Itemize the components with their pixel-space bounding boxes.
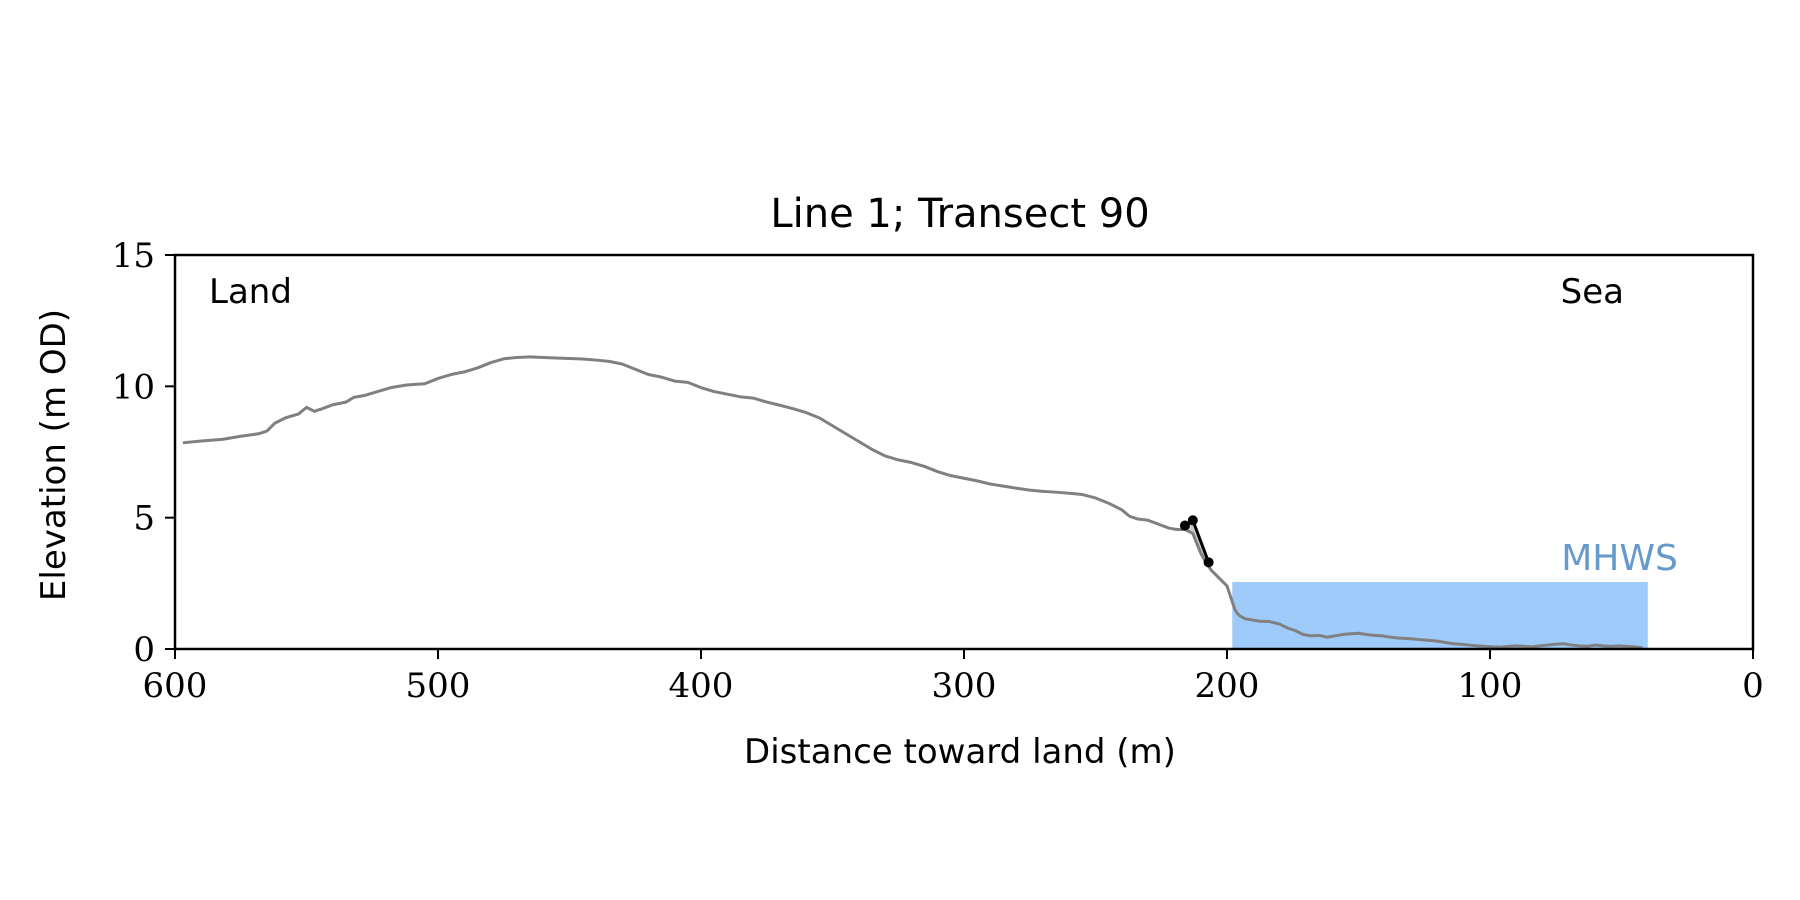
land-label: Land	[209, 272, 292, 312]
cliff-point	[1187, 515, 1198, 526]
y-tick-label: 15	[112, 236, 155, 276]
x-tick-label: 200	[1195, 666, 1260, 706]
y-axis-label: Elevation (m OD)	[34, 309, 74, 601]
cliff-point	[1179, 520, 1190, 531]
axes: 600 500 400 300 200 100 0 0 5 10 15	[112, 236, 1764, 706]
y-tick-label: 10	[112, 367, 155, 407]
x-tick-label: 400	[669, 666, 734, 706]
cliff-point	[1203, 557, 1214, 568]
x-tick-label: 500	[406, 666, 471, 706]
x-tick-label: 300	[932, 666, 997, 706]
plot-area	[182, 355, 1648, 650]
y-tick-label: 5	[133, 499, 155, 539]
sea-label: Sea	[1561, 272, 1624, 312]
mhws-band	[1232, 582, 1648, 649]
x-tick-label: 600	[143, 666, 208, 706]
x-tick-label: 0	[1742, 666, 1764, 706]
mhws-label: MHWS	[1561, 538, 1678, 579]
x-axis-label: Distance toward land (m)	[744, 732, 1176, 772]
x-tick-label: 100	[1458, 666, 1523, 706]
y-tick-label: 0	[133, 630, 155, 670]
chart-title: Line 1; Transect 90	[770, 191, 1149, 237]
profile-line	[182, 355, 1643, 650]
